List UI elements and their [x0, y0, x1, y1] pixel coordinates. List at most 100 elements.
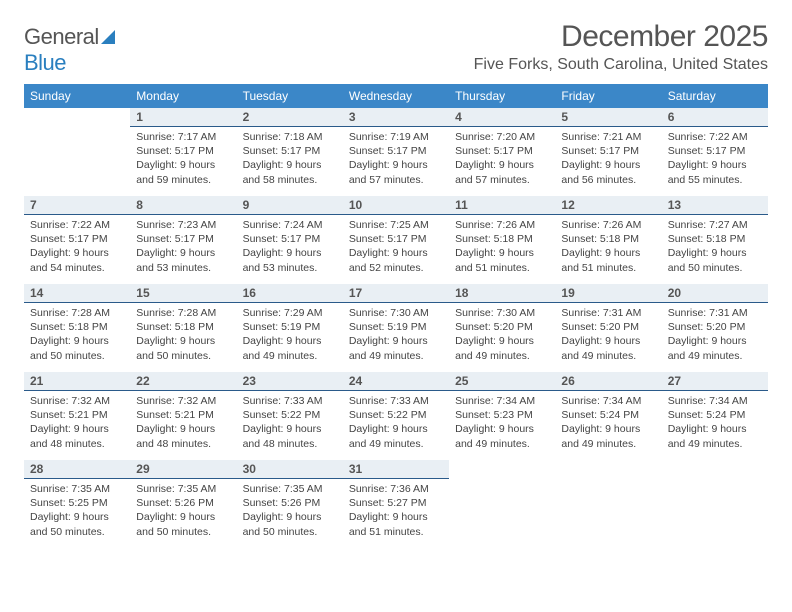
brand-logo: General Blue — [24, 24, 119, 76]
brand-word1: General — [24, 24, 99, 49]
day-cell-inner: 22Sunrise: 7:32 AMSunset: 5:21 PMDayligh… — [130, 372, 236, 454]
day-cell-inner: 26Sunrise: 7:34 AMSunset: 5:24 PMDayligh… — [555, 372, 661, 454]
day-cell: 5Sunrise: 7:21 AMSunset: 5:17 PMDaylight… — [555, 108, 661, 196]
sunset-text: Sunset: 5:22 PM — [243, 408, 337, 422]
day-cell-inner: 29Sunrise: 7:35 AMSunset: 5:26 PMDayligh… — [130, 460, 236, 542]
daylight-text: Daylight: 9 hours and 51 minutes. — [455, 246, 549, 274]
sunrise-text: Sunrise: 7:30 AM — [349, 306, 443, 320]
daylight-text: Daylight: 9 hours and 52 minutes. — [349, 246, 443, 274]
day-cell-inner: 27Sunrise: 7:34 AMSunset: 5:24 PMDayligh… — [662, 372, 768, 454]
day-cell-inner: 19Sunrise: 7:31 AMSunset: 5:20 PMDayligh… — [555, 284, 661, 366]
day-cell-inner: 13Sunrise: 7:27 AMSunset: 5:18 PMDayligh… — [662, 196, 768, 278]
sunset-text: Sunset: 5:17 PM — [349, 144, 443, 158]
day-number: 28 — [24, 460, 130, 479]
day-details: Sunrise: 7:19 AMSunset: 5:17 PMDaylight:… — [343, 127, 449, 187]
sunrise-text: Sunrise: 7:32 AM — [30, 394, 124, 408]
daylight-text: Daylight: 9 hours and 50 minutes. — [30, 510, 124, 538]
day-cell: 31Sunrise: 7:36 AMSunset: 5:27 PMDayligh… — [343, 460, 449, 548]
brand-sail-icon — [101, 30, 119, 49]
day-cell — [449, 460, 555, 548]
day-details: Sunrise: 7:26 AMSunset: 5:18 PMDaylight:… — [449, 215, 555, 275]
calendar-page: General Blue December 2025 Five Forks, S… — [0, 0, 792, 548]
sunset-text: Sunset: 5:17 PM — [455, 144, 549, 158]
day-number: 22 — [130, 372, 236, 391]
daylight-text: Daylight: 9 hours and 49 minutes. — [561, 422, 655, 450]
day-details: Sunrise: 7:18 AMSunset: 5:17 PMDaylight:… — [237, 127, 343, 187]
day-details: Sunrise: 7:31 AMSunset: 5:20 PMDaylight:… — [662, 303, 768, 363]
daylight-text: Daylight: 9 hours and 57 minutes. — [349, 158, 443, 186]
daylight-text: Daylight: 9 hours and 50 minutes. — [243, 510, 337, 538]
day-details: Sunrise: 7:35 AMSunset: 5:26 PMDaylight:… — [130, 479, 236, 539]
header: General Blue December 2025 Five Forks, S… — [24, 20, 768, 76]
day-cell: 9Sunrise: 7:24 AMSunset: 5:17 PMDaylight… — [237, 196, 343, 284]
day-cell: 12Sunrise: 7:26 AMSunset: 5:18 PMDayligh… — [555, 196, 661, 284]
day-details: Sunrise: 7:33 AMSunset: 5:22 PMDaylight:… — [237, 391, 343, 451]
title-block: December 2025 Five Forks, South Carolina… — [474, 20, 768, 74]
day-header: Thursday — [449, 84, 555, 108]
page-title: December 2025 — [474, 20, 768, 54]
sunset-text: Sunset: 5:18 PM — [136, 320, 230, 334]
day-details: Sunrise: 7:30 AMSunset: 5:19 PMDaylight:… — [343, 303, 449, 363]
sunset-text: Sunset: 5:23 PM — [455, 408, 549, 422]
day-number: 25 — [449, 372, 555, 391]
day-cell-inner: 18Sunrise: 7:30 AMSunset: 5:20 PMDayligh… — [449, 284, 555, 366]
day-number: 15 — [130, 284, 236, 303]
day-header: Wednesday — [343, 84, 449, 108]
day-details: Sunrise: 7:31 AMSunset: 5:20 PMDaylight:… — [555, 303, 661, 363]
sunset-text: Sunset: 5:22 PM — [349, 408, 443, 422]
sunset-text: Sunset: 5:21 PM — [136, 408, 230, 422]
sunset-text: Sunset: 5:19 PM — [243, 320, 337, 334]
day-cell: 22Sunrise: 7:32 AMSunset: 5:21 PMDayligh… — [130, 372, 236, 460]
daylight-text: Daylight: 9 hours and 50 minutes. — [30, 334, 124, 362]
day-cell: 2Sunrise: 7:18 AMSunset: 5:17 PMDaylight… — [237, 108, 343, 196]
day-number: 8 — [130, 196, 236, 215]
day-number: 26 — [555, 372, 661, 391]
sunrise-text: Sunrise: 7:32 AM — [136, 394, 230, 408]
sunrise-text: Sunrise: 7:31 AM — [561, 306, 655, 320]
day-details: Sunrise: 7:22 AMSunset: 5:17 PMDaylight:… — [24, 215, 130, 275]
day-details: Sunrise: 7:17 AMSunset: 5:17 PMDaylight:… — [130, 127, 236, 187]
day-number: 19 — [555, 284, 661, 303]
day-number: 23 — [237, 372, 343, 391]
day-cell-inner: 21Sunrise: 7:32 AMSunset: 5:21 PMDayligh… — [24, 372, 130, 454]
sunset-text: Sunset: 5:17 PM — [243, 232, 337, 246]
sunrise-text: Sunrise: 7:24 AM — [243, 218, 337, 232]
day-cell-inner — [449, 460, 555, 542]
day-cell-inner: 14Sunrise: 7:28 AMSunset: 5:18 PMDayligh… — [24, 284, 130, 366]
day-number: 9 — [237, 196, 343, 215]
day-cell: 8Sunrise: 7:23 AMSunset: 5:17 PMDaylight… — [130, 196, 236, 284]
daylight-text: Daylight: 9 hours and 58 minutes. — [243, 158, 337, 186]
sunrise-text: Sunrise: 7:27 AM — [668, 218, 762, 232]
sunrise-text: Sunrise: 7:25 AM — [349, 218, 443, 232]
day-cell: 27Sunrise: 7:34 AMSunset: 5:24 PMDayligh… — [662, 372, 768, 460]
day-cell-inner: 17Sunrise: 7:30 AMSunset: 5:19 PMDayligh… — [343, 284, 449, 366]
day-cell: 25Sunrise: 7:34 AMSunset: 5:23 PMDayligh… — [449, 372, 555, 460]
sunrise-text: Sunrise: 7:30 AM — [455, 306, 549, 320]
sunset-text: Sunset: 5:20 PM — [561, 320, 655, 334]
day-cell-inner: 8Sunrise: 7:23 AMSunset: 5:17 PMDaylight… — [130, 196, 236, 278]
day-cell: 17Sunrise: 7:30 AMSunset: 5:19 PMDayligh… — [343, 284, 449, 372]
week-row: 21Sunrise: 7:32 AMSunset: 5:21 PMDayligh… — [24, 372, 768, 460]
daylight-text: Daylight: 9 hours and 49 minutes. — [668, 334, 762, 362]
day-cell-inner: 28Sunrise: 7:35 AMSunset: 5:25 PMDayligh… — [24, 460, 130, 542]
sunrise-text: Sunrise: 7:17 AM — [136, 130, 230, 144]
sunrise-text: Sunrise: 7:34 AM — [668, 394, 762, 408]
day-cell: 28Sunrise: 7:35 AMSunset: 5:25 PMDayligh… — [24, 460, 130, 548]
day-details: Sunrise: 7:35 AMSunset: 5:26 PMDaylight:… — [237, 479, 343, 539]
day-cell-inner: 6Sunrise: 7:22 AMSunset: 5:17 PMDaylight… — [662, 108, 768, 190]
sunset-text: Sunset: 5:26 PM — [243, 496, 337, 510]
sunset-text: Sunset: 5:17 PM — [136, 144, 230, 158]
daylight-text: Daylight: 9 hours and 57 minutes. — [455, 158, 549, 186]
sunset-text: Sunset: 5:27 PM — [349, 496, 443, 510]
day-cell: 14Sunrise: 7:28 AMSunset: 5:18 PMDayligh… — [24, 284, 130, 372]
day-cell-inner: 4Sunrise: 7:20 AMSunset: 5:17 PMDaylight… — [449, 108, 555, 190]
week-row: 1Sunrise: 7:17 AMSunset: 5:17 PMDaylight… — [24, 108, 768, 196]
daylight-text: Daylight: 9 hours and 49 minutes. — [349, 422, 443, 450]
daylight-text: Daylight: 9 hours and 49 minutes. — [455, 422, 549, 450]
day-number: 7 — [24, 196, 130, 215]
day-cell-inner: 20Sunrise: 7:31 AMSunset: 5:20 PMDayligh… — [662, 284, 768, 366]
day-number: 30 — [237, 460, 343, 479]
sunrise-text: Sunrise: 7:21 AM — [561, 130, 655, 144]
day-number: 6 — [662, 108, 768, 127]
sunrise-text: Sunrise: 7:20 AM — [455, 130, 549, 144]
